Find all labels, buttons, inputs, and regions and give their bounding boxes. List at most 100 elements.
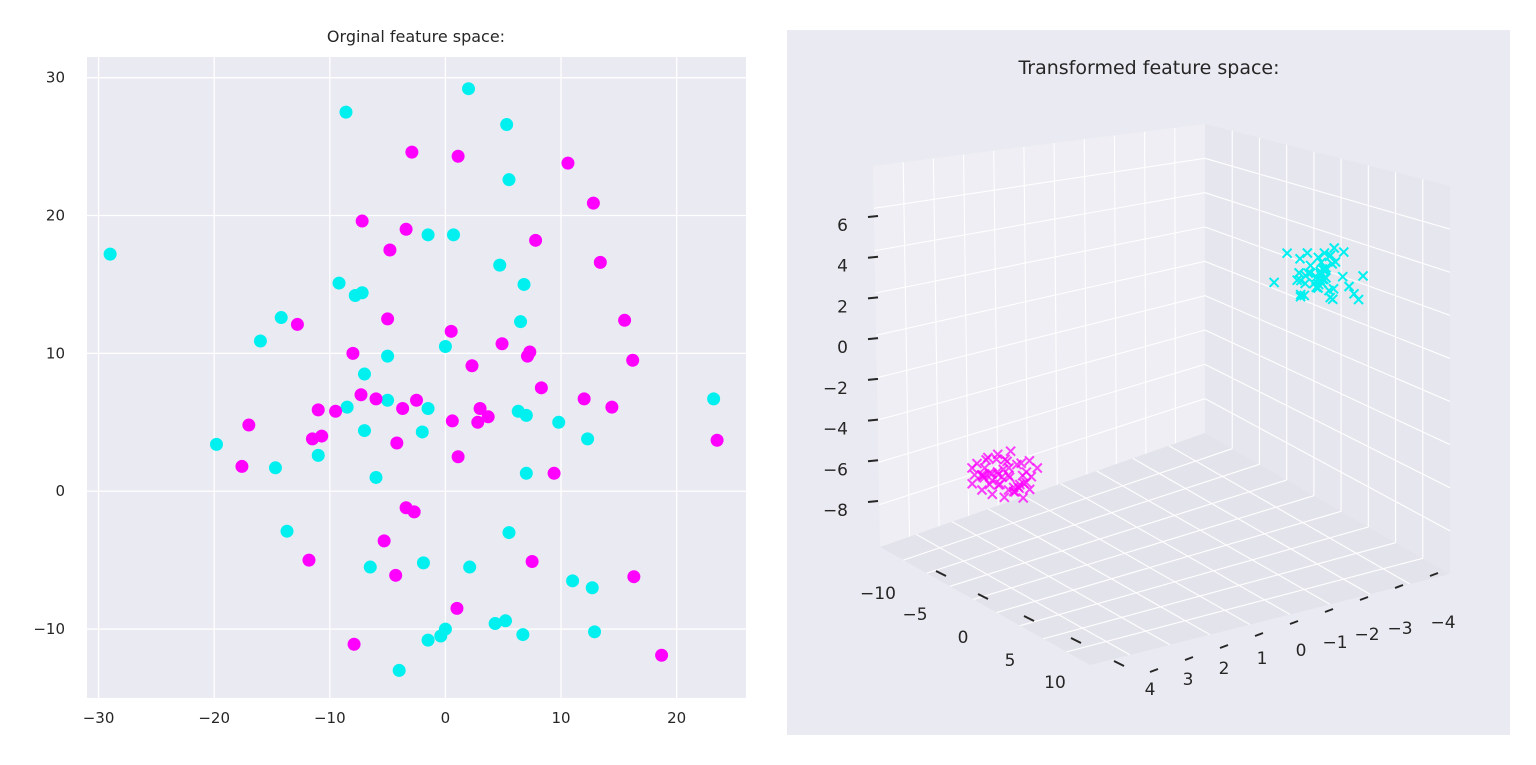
scatter-point xyxy=(502,173,516,187)
scatter-point xyxy=(462,82,476,96)
scatter-point xyxy=(209,437,223,451)
scatter-point xyxy=(445,414,459,428)
scatter-marker xyxy=(987,489,998,500)
back-horizontal-gridline xyxy=(879,398,1206,506)
chart-title: Orginal feature space: xyxy=(327,27,505,46)
scatter-point xyxy=(588,625,602,639)
scatter-point xyxy=(561,156,575,170)
y-tick-label: 20 xyxy=(46,207,65,225)
scatter-marker xyxy=(966,478,978,489)
scatter-marker xyxy=(984,467,995,479)
scatter-marker xyxy=(982,452,994,463)
y-tick-label: 3 xyxy=(1183,670,1194,690)
scatter-point xyxy=(446,228,460,242)
scatter-marker xyxy=(1299,278,1311,289)
scatter-point xyxy=(268,461,282,475)
scatter-point xyxy=(415,425,429,439)
scatter-point xyxy=(514,315,528,329)
back-vertical-gridline xyxy=(932,158,940,527)
scatter-point xyxy=(355,286,369,300)
original-feature-space-chart: −30 −20 −10 0 10 20 −10 0 10 20 30 Orginal featur… xyxy=(33,27,746,727)
scatter-marker xyxy=(1303,267,1314,279)
scatter-point xyxy=(471,415,485,429)
scatter-point xyxy=(357,367,371,381)
floor-gridline xyxy=(915,533,1131,656)
x-tick-mark xyxy=(1113,660,1125,667)
scatter-point xyxy=(274,311,288,325)
scatter-marker xyxy=(999,492,1010,503)
scatter-marker xyxy=(1032,462,1043,474)
floor-gridline xyxy=(1043,542,1396,640)
scatter-point xyxy=(355,214,369,228)
scatter-point xyxy=(369,470,383,484)
scatter-point xyxy=(585,581,599,595)
x-tick-label: −5 xyxy=(902,605,927,625)
scatter-marker xyxy=(986,475,998,486)
scatter-point xyxy=(451,450,465,464)
scatter-marker xyxy=(1293,267,1305,279)
scatter-point xyxy=(493,258,507,272)
z-tick-label: 0 xyxy=(837,338,848,358)
scatter-point xyxy=(346,346,360,360)
back-vertical-gridline xyxy=(1174,127,1177,444)
floor-gridline xyxy=(1060,483,1291,615)
scatter-marker xyxy=(1302,247,1313,259)
scatter-marker xyxy=(1329,242,1340,254)
scatter-marker xyxy=(1291,274,1303,286)
scatter-point xyxy=(421,228,435,242)
scatter-marker xyxy=(1024,455,1035,466)
back-vertical-gridline xyxy=(962,154,970,516)
floor-gridline xyxy=(951,521,1171,646)
z-tick-mark xyxy=(867,377,879,381)
scatter-point xyxy=(655,648,669,662)
scatter-marker xyxy=(1325,249,1336,261)
z-tick-label: −6 xyxy=(823,460,848,480)
back-vertical-gridline xyxy=(902,162,911,537)
x-tick-label: 20 xyxy=(667,709,686,727)
scatter-point xyxy=(305,432,319,446)
y-tick-label: 30 xyxy=(46,69,65,87)
back-vertical-gridline xyxy=(1053,143,1058,485)
scatter-marker xyxy=(994,479,1006,490)
back-pane xyxy=(873,124,1205,547)
back-horizontal-gridline xyxy=(875,226,1206,294)
scatter-marker xyxy=(1281,247,1293,259)
scatter-point xyxy=(519,408,533,422)
scatter-point xyxy=(516,628,530,642)
back-horizontal-gridline xyxy=(873,157,1206,209)
scatter-point xyxy=(253,334,267,348)
y-tick-mark xyxy=(1394,584,1404,589)
x-tick-label: 0 xyxy=(441,709,451,727)
z-tick-mark xyxy=(867,500,879,503)
scatter-point xyxy=(552,415,566,429)
scatter-point xyxy=(547,466,561,480)
scatter-marker xyxy=(1305,267,1316,279)
y-tick-label: −4 xyxy=(1430,613,1455,633)
x-tick-labels: −10 −5 0 5 10 xyxy=(860,570,1125,693)
scatter-marker xyxy=(1313,252,1324,263)
y-tick-label: −2 xyxy=(1354,625,1379,645)
scatter-marker xyxy=(1343,281,1355,292)
x-tick-label: 5 xyxy=(1005,651,1016,671)
scatter-marker xyxy=(1316,257,1327,268)
y-tick-label: −3 xyxy=(1387,619,1412,639)
scatter-point xyxy=(581,432,595,446)
scatter-point xyxy=(534,381,548,395)
floor-gridline xyxy=(973,495,1315,600)
back-horizontal-gridline xyxy=(876,295,1206,379)
y-tick-mark xyxy=(1184,656,1194,661)
y-tick-label: −10 xyxy=(33,620,65,638)
y-tick-mark xyxy=(1289,620,1299,625)
floor-gridline xyxy=(903,448,1233,561)
scatter-point xyxy=(451,149,465,163)
scatter-marker xyxy=(992,466,1003,478)
floor-gridline xyxy=(996,510,1342,614)
x-tick-mark xyxy=(1070,637,1082,644)
right-horizontal-gridline xyxy=(1204,260,1451,359)
scatter-marker xyxy=(1014,479,1026,490)
x-tick-label: −20 xyxy=(198,709,230,727)
y-tick-mark xyxy=(1359,596,1369,601)
scatter-point xyxy=(357,424,371,438)
